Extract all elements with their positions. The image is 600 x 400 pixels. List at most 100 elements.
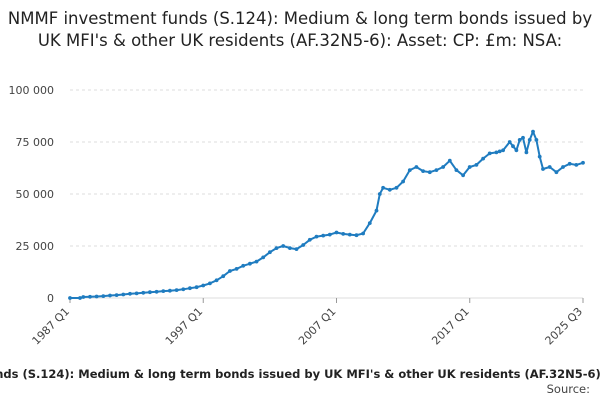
grid-lines xyxy=(70,89,583,299)
data-point xyxy=(274,246,279,251)
data-point xyxy=(487,151,492,156)
source-label: Source: xyxy=(547,382,590,396)
data-point xyxy=(377,192,382,196)
data-point xyxy=(201,283,206,288)
data-point xyxy=(148,290,152,295)
data-point xyxy=(208,281,212,286)
x-tick-label: 2007 Q1 xyxy=(296,305,339,348)
data-point xyxy=(341,232,346,236)
data-point xyxy=(78,296,82,300)
data-point xyxy=(537,154,542,159)
data-point xyxy=(108,293,112,298)
data-point xyxy=(161,289,166,293)
data-point xyxy=(421,169,425,174)
data-point xyxy=(567,161,572,166)
data-point xyxy=(501,148,505,153)
data-point xyxy=(497,149,502,154)
data-point xyxy=(354,233,359,238)
data-point xyxy=(447,158,452,163)
y-axis-ticks: 0 25 000 50 000 75 000 100 000 xyxy=(9,84,55,305)
data-point xyxy=(154,289,159,294)
data-point xyxy=(81,295,86,299)
y-tick-label: 50 000 xyxy=(16,188,55,201)
data-point xyxy=(268,250,272,255)
data-point xyxy=(514,148,519,153)
data-point xyxy=(517,138,522,142)
data-point xyxy=(281,244,286,248)
data-point xyxy=(128,291,132,296)
data-point xyxy=(181,287,186,292)
data-point xyxy=(374,208,379,213)
data-point xyxy=(141,290,146,295)
data-point xyxy=(541,167,545,171)
data-point xyxy=(228,269,232,273)
x-tick-label: 1987 Q1 xyxy=(30,305,73,348)
x-tick-label: 1997 Q1 xyxy=(163,305,206,348)
data-point xyxy=(68,296,72,300)
x-tick-label: 2017 Q1 xyxy=(429,305,472,348)
data-point xyxy=(531,129,535,134)
data-point xyxy=(561,165,565,169)
data-point xyxy=(547,165,552,169)
data-point xyxy=(261,255,266,260)
legend-series-label: NMMF investment funds (S.124): Medium & … xyxy=(0,367,600,381)
data-point xyxy=(401,179,405,184)
data-point xyxy=(214,278,219,283)
data-point xyxy=(288,246,292,251)
data-point xyxy=(387,187,392,192)
data-point xyxy=(168,288,172,293)
data-point xyxy=(121,292,126,297)
data-point xyxy=(94,294,99,299)
data-point xyxy=(334,230,339,235)
data-point xyxy=(241,263,246,268)
data-point xyxy=(507,140,512,144)
data-point xyxy=(441,165,445,169)
data-point xyxy=(221,274,226,279)
data-point xyxy=(427,170,432,175)
data-point xyxy=(294,247,299,252)
data-point xyxy=(481,156,485,161)
data-point xyxy=(134,291,139,296)
data-point xyxy=(461,173,465,178)
data-point xyxy=(314,234,319,239)
data-point xyxy=(534,138,539,142)
data-point xyxy=(434,168,439,173)
y-tick-label: 100 000 xyxy=(9,84,55,97)
data-point xyxy=(188,286,192,291)
data-point xyxy=(367,221,372,226)
data-point xyxy=(467,165,472,169)
data-point xyxy=(527,138,532,142)
data-point xyxy=(381,185,385,190)
data-point xyxy=(114,293,119,297)
data-point xyxy=(581,160,585,165)
data-point xyxy=(254,259,259,264)
data-point xyxy=(361,231,365,236)
chart-title: NMMF investment funds (S.124): Medium & … xyxy=(7,9,593,50)
x-axis-ticks: 1987 Q1 1997 Q1 2007 Q1 2017 Q1 2025 Q3 xyxy=(30,298,585,348)
data-point xyxy=(524,150,529,155)
data-point xyxy=(574,163,579,167)
data-point xyxy=(347,232,352,237)
data-point xyxy=(414,165,419,169)
data-point xyxy=(394,185,399,190)
data-point xyxy=(521,135,525,140)
data-point xyxy=(101,294,106,298)
data-point xyxy=(407,168,412,173)
y-tick-label: 0 xyxy=(47,292,54,305)
data-point xyxy=(301,243,306,247)
legend: NMMF investment funds (S.124): Medium & … xyxy=(0,367,600,381)
data-point xyxy=(474,163,479,167)
data-point xyxy=(327,232,332,237)
data-point xyxy=(511,144,515,149)
data-point xyxy=(248,261,252,266)
data-point xyxy=(494,150,499,155)
data-point xyxy=(88,294,92,299)
data-point xyxy=(174,288,179,292)
series-layer xyxy=(68,129,585,300)
data-point xyxy=(194,285,199,290)
series-line xyxy=(70,130,584,299)
data-point xyxy=(307,237,312,242)
y-tick-label: 75 000 xyxy=(16,136,55,149)
y-tick-label: 25 000 xyxy=(16,240,55,253)
